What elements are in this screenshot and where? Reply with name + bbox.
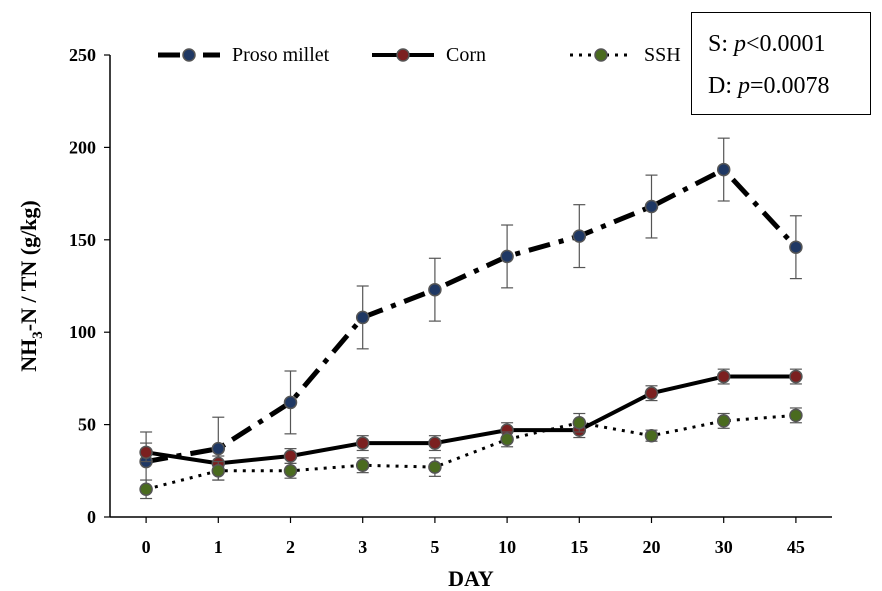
x-tick-label: 1: [214, 537, 223, 557]
data-point: [789, 240, 803, 254]
x-tick-label: 2: [286, 537, 295, 557]
x-tick-label: 45: [787, 537, 805, 557]
y-axis-title-sub: 3: [30, 331, 46, 339]
data-point: [716, 414, 731, 428]
data-point: [139, 445, 153, 460]
y-axis-title: NH3-N / TN (g/kg): [16, 200, 46, 372]
legend-item: SSH: [570, 44, 681, 66]
data-point: [428, 282, 442, 297]
stats-annotation-box: S: p<0.0001 D: p=0.0078: [691, 12, 871, 115]
stats-d-value: =0.0078: [750, 73, 830, 99]
legend-marker: [396, 48, 410, 62]
data-point: [716, 162, 731, 177]
series-layer: [139, 137, 803, 500]
x-tick-label: 15: [570, 537, 588, 557]
data-point: [283, 464, 298, 478]
stats-s-var: p: [734, 31, 747, 57]
y-tick-label: 250: [69, 45, 96, 65]
series-2: [139, 368, 803, 472]
tick-labels: 0 50 100 150 200 250 0 1 2 3 5 10 15 20 30 45: [69, 45, 805, 557]
data-point: [139, 482, 153, 497]
axes: [104, 54, 832, 523]
data-point: [572, 416, 587, 430]
y-tick-label: 50: [78, 415, 96, 435]
data-point: [644, 428, 659, 443]
x-tick-label: 10: [498, 537, 516, 557]
y-tick-label: 150: [69, 230, 96, 250]
stats-line-d: D: p=0.0078: [708, 73, 830, 100]
data-point: [355, 436, 370, 450]
series-line: [145, 413, 797, 491]
data-point: [789, 408, 803, 423]
legend-label: Proso millet: [232, 44, 330, 66]
y-axis-title-post: -N / TN (g/kg): [16, 200, 41, 331]
legend: Proso millet Corn SSH: [158, 44, 681, 66]
legend-label: Corn: [446, 44, 486, 66]
data-point: [644, 386, 659, 400]
stats-d-prefix: D:: [708, 73, 738, 99]
series-line: [145, 167, 798, 465]
y-axis-title-pre: NH: [16, 339, 41, 372]
y-tick-label: 0: [87, 507, 96, 527]
data-point: [500, 249, 514, 264]
legend-marker: [594, 48, 608, 62]
stats-line-s: S: p<0.0001: [708, 31, 826, 58]
data-point: [355, 310, 370, 325]
legend-item: Proso millet: [158, 44, 330, 66]
stats-s-value: <0.0001: [746, 31, 826, 57]
data-point: [283, 449, 298, 463]
x-tick-label: 5: [430, 537, 439, 557]
data-point: [644, 199, 659, 214]
data-point: [500, 432, 514, 447]
series-3: [139, 407, 803, 500]
data-point: [716, 369, 731, 384]
series-line: [145, 374, 796, 466]
data-point: [428, 436, 442, 450]
x-tick-label: 20: [643, 537, 661, 557]
x-tick-label: 30: [715, 537, 733, 557]
y-tick-label: 100: [69, 322, 96, 342]
data-point: [211, 464, 226, 478]
data-point: [355, 458, 370, 473]
data-point: [283, 395, 298, 410]
legend-item: Corn: [372, 44, 486, 66]
data-point: [211, 441, 226, 456]
stats-d-var: p: [738, 73, 750, 99]
stats-s-prefix: S:: [708, 31, 735, 57]
x-axis-title: DAY: [448, 566, 494, 591]
data-point: [428, 460, 442, 474]
y-tick-label: 200: [69, 137, 96, 157]
data-point: [789, 369, 803, 384]
x-tick-label: 3: [358, 537, 367, 557]
x-tick-label: 0: [142, 537, 151, 557]
legend-marker: [182, 48, 196, 62]
data-point: [572, 229, 587, 243]
legend-label: SSH: [644, 44, 681, 66]
